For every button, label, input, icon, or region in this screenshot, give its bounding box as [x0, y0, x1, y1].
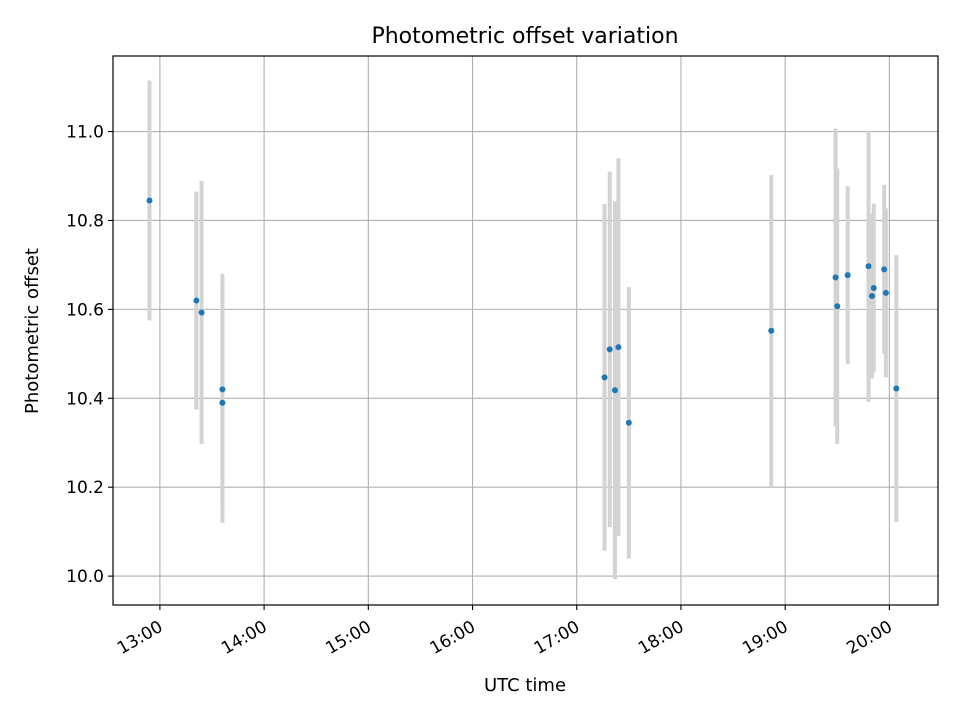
data-point	[219, 399, 226, 406]
y-tick-label: 11.0	[66, 123, 104, 143]
data-point	[768, 327, 775, 334]
data-point	[881, 266, 888, 273]
y-tick-label: 10.4	[66, 389, 104, 409]
x-axis-label: UTC time	[484, 675, 566, 696]
y-tick-label: 10.2	[66, 478, 104, 498]
data-point	[832, 274, 839, 281]
plot-area-background	[113, 56, 938, 605]
data-point	[615, 344, 622, 351]
data-point	[601, 374, 608, 381]
data-point	[611, 387, 618, 394]
plot-frame	[112, 55, 939, 606]
y-tick-label: 10.6	[66, 300, 104, 320]
y-axis-ticks: 10.0 10.2 10.4 10.6 10.8 11.0	[66, 123, 113, 587]
data-point	[869, 293, 875, 300]
data-point	[219, 386, 226, 393]
data-points	[146, 197, 900, 426]
y-axis-label: Photometric offset	[22, 248, 43, 414]
data-point	[198, 309, 205, 316]
y-tick-label: 10.8	[66, 211, 104, 231]
data-point	[844, 272, 851, 279]
chart-title: Photometric offset variation	[371, 24, 678, 49]
data-point	[146, 197, 153, 204]
data-point	[606, 346, 613, 353]
grid	[113, 56, 938, 605]
y-tick-label: 10.0	[66, 567, 104, 587]
data-point	[893, 385, 900, 392]
data-point	[870, 285, 877, 292]
data-point	[834, 303, 841, 310]
data-point	[882, 289, 889, 296]
data-point	[193, 297, 200, 304]
data-point	[625, 419, 632, 426]
data-point	[865, 263, 872, 270]
